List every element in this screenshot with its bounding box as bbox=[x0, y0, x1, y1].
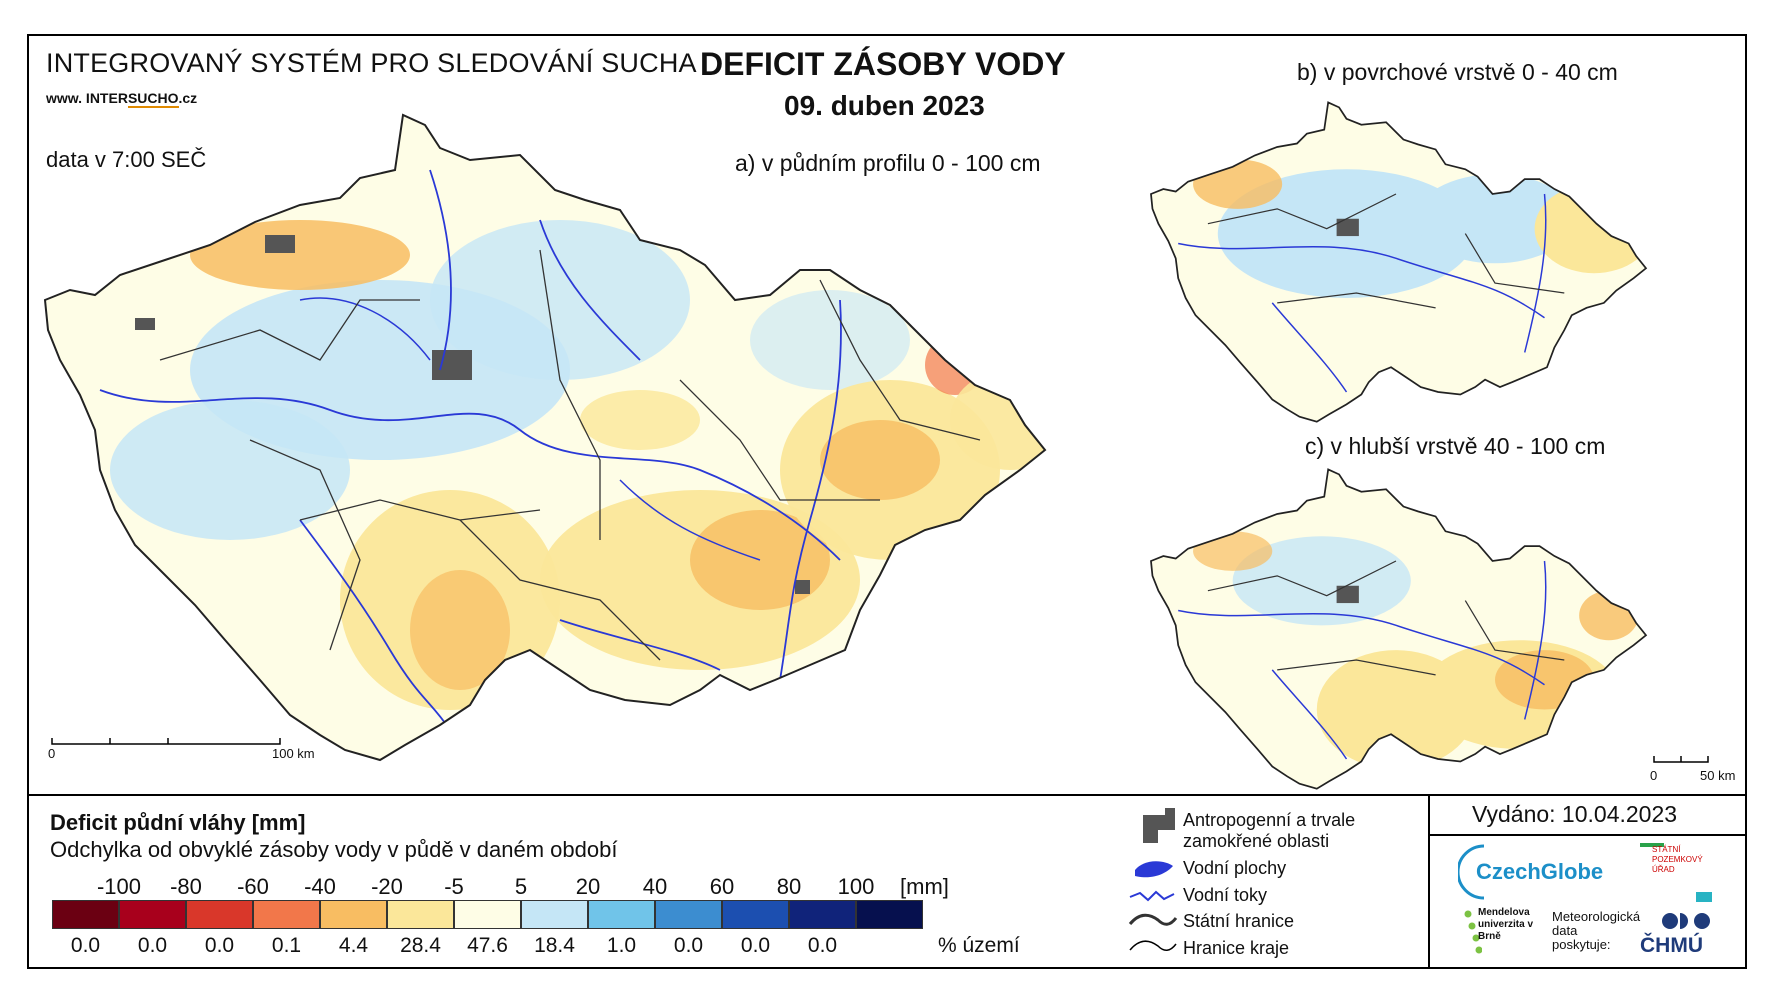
mendelu-logo-dots bbox=[1464, 910, 1482, 954]
system-title: INTEGROVANÝ SYSTÉM PRO SLEDOVÁNÍ SUCHA bbox=[46, 48, 697, 78]
map-frame bbox=[27, 34, 1747, 969]
legend-tick-label: 80 bbox=[776, 874, 802, 899]
legend-tick-label: -100 bbox=[96, 874, 142, 899]
spu-logo: STÁTNÍ POZEMKOVÝ ÚŘAD bbox=[1652, 845, 1703, 874]
map-b bbox=[1150, 101, 1647, 423]
footer-divider-vertical bbox=[1428, 794, 1430, 969]
legend-percent-value: 0.1 bbox=[271, 934, 302, 957]
legend-tick-label: 40 bbox=[642, 874, 668, 899]
page-date: 09. duben 2023 bbox=[784, 90, 985, 121]
scale-main-end: 100 km bbox=[272, 746, 315, 761]
legend-percent-value: 1.0 bbox=[606, 934, 637, 957]
legend-swatch bbox=[655, 900, 722, 929]
legend-percent-value: 0.0 bbox=[204, 934, 235, 957]
legend-swatch bbox=[588, 900, 655, 929]
legend-percent-value: 18.4 bbox=[534, 934, 575, 957]
legend-tick-label: -60 bbox=[237, 874, 269, 899]
water-body-label: Vodní plochy bbox=[1183, 858, 1287, 878]
czechglobe-logo: CzechGlobe bbox=[1476, 859, 1604, 884]
state-border-label: Státní hranice bbox=[1183, 911, 1295, 931]
urban-area-symbol bbox=[1143, 808, 1175, 843]
scale-small-start: 0 bbox=[1650, 768, 1658, 783]
scale-main-start: 0 bbox=[48, 746, 56, 761]
legend-tick-label: 5 bbox=[514, 874, 528, 899]
legend-unit: [mm] bbox=[900, 874, 949, 899]
legend-swatch bbox=[521, 900, 588, 929]
river-symbol bbox=[1129, 890, 1175, 902]
czechglobe-logo-arc bbox=[1458, 844, 1485, 900]
legend-percent-value: 0.0 bbox=[137, 934, 168, 957]
spu-logo-mark bbox=[1640, 843, 1664, 847]
legend-swatch bbox=[387, 900, 454, 929]
river-label: Vodní toky bbox=[1183, 885, 1268, 905]
legend-tick-label: -40 bbox=[304, 874, 336, 899]
website-highlight: SUCHO bbox=[127, 90, 179, 108]
water-body-symbol bbox=[1135, 861, 1173, 878]
legend-tick-label: -20 bbox=[371, 874, 403, 899]
legend-percent-value: 47.6 bbox=[467, 934, 508, 957]
website-link[interactable]: www. INTERSUCHO.cz bbox=[46, 90, 198, 108]
mendelu-logo: Mendelova univerzita v Brně bbox=[1478, 907, 1534, 942]
legend-percent-value: 28.4 bbox=[400, 934, 441, 957]
legend-swatch bbox=[320, 900, 387, 929]
legend-tick-label: -5 bbox=[444, 874, 464, 899]
legend-percent-value: 0.0 bbox=[673, 934, 704, 957]
legend-swatch bbox=[454, 900, 521, 929]
legend-swatch bbox=[856, 900, 923, 929]
data-provider-label: Meteorologická data poskytuje: bbox=[1552, 909, 1641, 952]
legend-percent-value: 0.0 bbox=[70, 934, 101, 957]
chmu-logo-mark bbox=[1662, 913, 1710, 929]
legend-percent-value: 0.0 bbox=[740, 934, 771, 957]
legend-percent-unit: % území bbox=[938, 934, 1020, 957]
spu-logo-square bbox=[1696, 892, 1712, 902]
legend-swatch bbox=[186, 900, 253, 929]
map-a-label: a) v půdním profilu 0 - 100 cm bbox=[735, 150, 1041, 176]
footer-divider-horizontal bbox=[1428, 834, 1747, 836]
map-a bbox=[44, 114, 1046, 761]
legend-percent-value: 4.4 bbox=[338, 934, 369, 957]
scale-bar-main bbox=[51, 738, 281, 745]
map-c bbox=[1150, 468, 1647, 790]
legend-divider bbox=[27, 794, 1747, 796]
legend-tick-label: 100 bbox=[837, 874, 875, 899]
state-border-symbol bbox=[1128, 913, 1178, 926]
legend-swatch bbox=[119, 900, 186, 929]
map-c-label: c) v hlubší vrstvě 40 - 100 cm bbox=[1305, 433, 1606, 459]
legend-title: Deficit půdní vláhy [mm] bbox=[50, 810, 306, 835]
legend-tick-label: -80 bbox=[170, 874, 202, 899]
chmu-logo: ČHMÚ bbox=[1640, 934, 1703, 957]
page-title: DEFICIT ZÁSOBY VODY bbox=[700, 46, 1066, 82]
region-border-label: Hranice kraje bbox=[1183, 938, 1290, 958]
website-prefix: www. INTER bbox=[46, 90, 128, 106]
legend-subtitle: Odchylka od obvyklé zásoby vody v půdě v… bbox=[50, 837, 618, 862]
region-border-symbol bbox=[1129, 940, 1177, 951]
legend-swatch bbox=[789, 900, 856, 929]
legend-swatch bbox=[253, 900, 320, 929]
legend-swatch bbox=[722, 900, 789, 929]
legend-swatch bbox=[52, 900, 119, 929]
map-b-label: b) v povrchové vrstvě 0 - 40 cm bbox=[1297, 59, 1618, 85]
data-time: data v 7:00 SEČ bbox=[46, 147, 207, 172]
website-suffix: .cz bbox=[178, 90, 198, 106]
legend-tick-label: 20 bbox=[575, 874, 601, 899]
legend-tick-label: 60 bbox=[709, 874, 735, 899]
scale-bar-small bbox=[1653, 756, 1709, 763]
issued-date: Vydáno: 10.04.2023 bbox=[1472, 801, 1678, 827]
legend-percent-value: 0.0 bbox=[807, 934, 838, 957]
scale-small-end: 50 km bbox=[1700, 768, 1736, 783]
urban-area-label: Antropogenní a trvale zamokřené oblasti bbox=[1183, 810, 1356, 851]
